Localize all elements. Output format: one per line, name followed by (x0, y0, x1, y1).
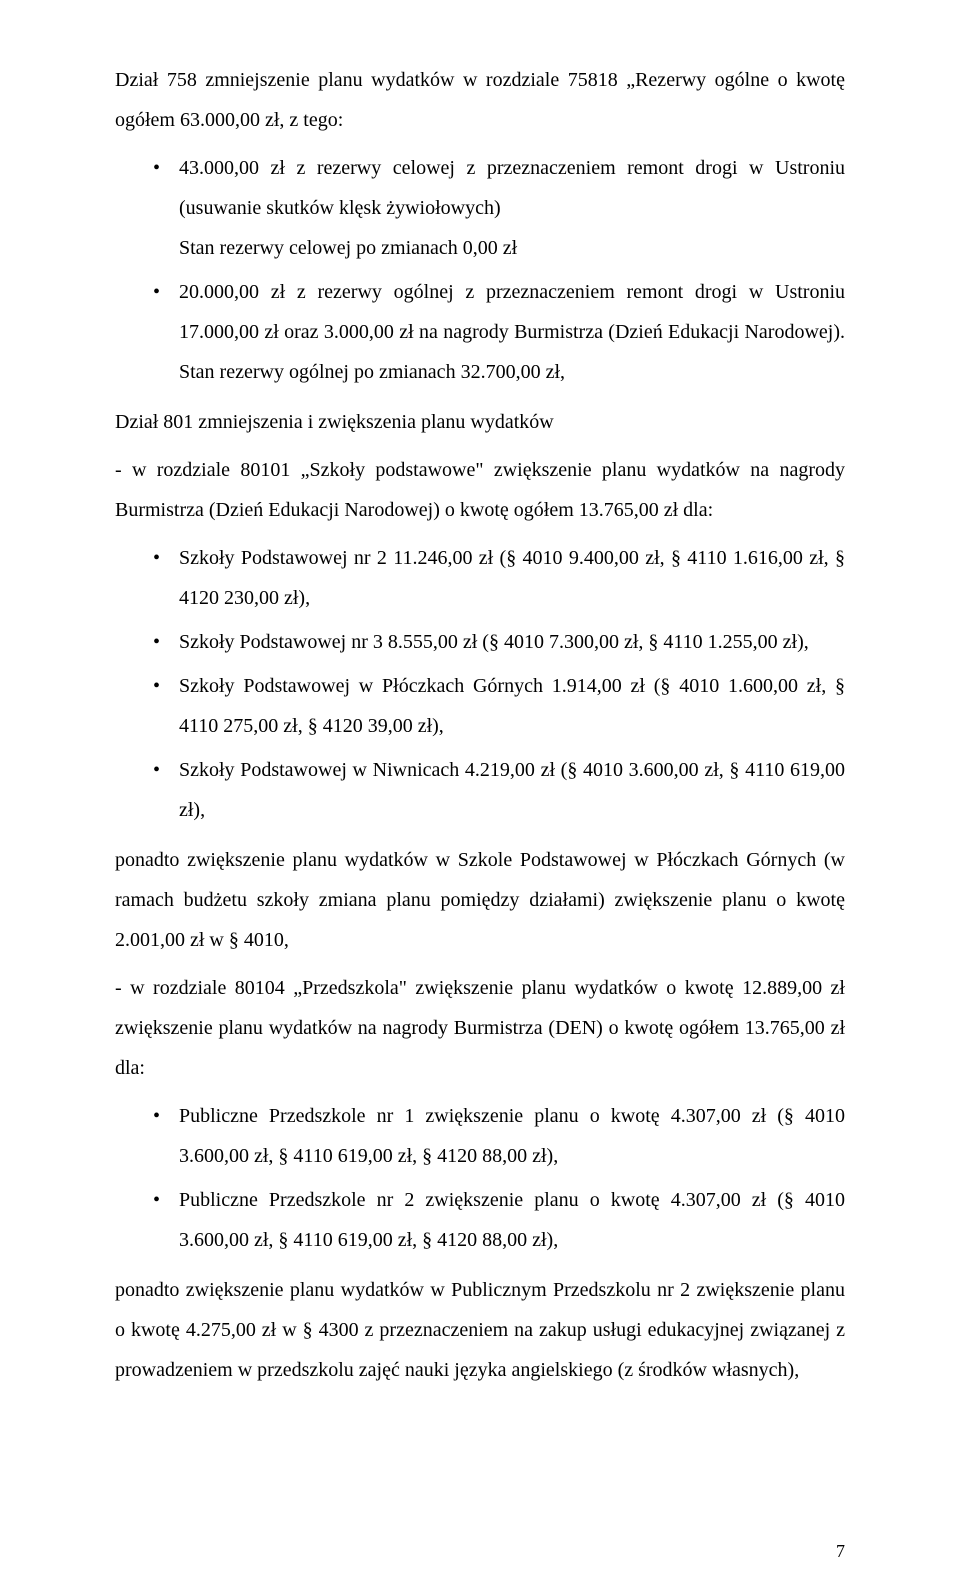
page-number: 7 (836, 1541, 845, 1562)
paragraph: ponadto zwiększenie planu wydatków w Szk… (115, 840, 845, 960)
list-item: Szkoły Podstawowej w Niwnicach 4.219,00 … (153, 750, 845, 830)
list-item: Szkoły Podstawowej nr 3 8.555,00 zł (§ 4… (153, 622, 845, 662)
paragraph: ponadto zwiększenie planu wydatków w Pub… (115, 1270, 845, 1390)
list-item: 43.000,00 zł z rezerwy celowej z przezna… (153, 148, 845, 268)
bullet-list: 43.000,00 zł z rezerwy celowej z przezna… (115, 148, 845, 392)
list-item: Publiczne Przedszkole nr 2 zwiększenie p… (153, 1180, 845, 1260)
bullet-list: Publiczne Przedszkole nr 1 zwiększenie p… (115, 1096, 845, 1260)
paragraph: Dział 801 zmniejszenia i zwiększenia pla… (115, 402, 845, 442)
list-item: Szkoły Podstawowej nr 2 11.246,00 zł (§ … (153, 538, 845, 618)
list-item: Szkoły Podstawowej w Płóczkach Górnych 1… (153, 666, 845, 746)
paragraph: - w rozdziale 80101 „Szkoły podstawowe" … (115, 450, 845, 530)
paragraph: Dział 758 zmniejszenie planu wydatków w … (115, 60, 845, 140)
list-item: Publiczne Przedszkole nr 1 zwiększenie p… (153, 1096, 845, 1176)
list-item: 20.000,00 zł z rezerwy ogólnej z przezna… (153, 272, 845, 392)
paragraph: - w rozdziale 80104 „Przedszkola" zwięks… (115, 968, 845, 1088)
document-page: Dział 758 zmniejszenie planu wydatków w … (0, 0, 960, 1590)
bullet-list: Szkoły Podstawowej nr 2 11.246,00 zł (§ … (115, 538, 845, 830)
